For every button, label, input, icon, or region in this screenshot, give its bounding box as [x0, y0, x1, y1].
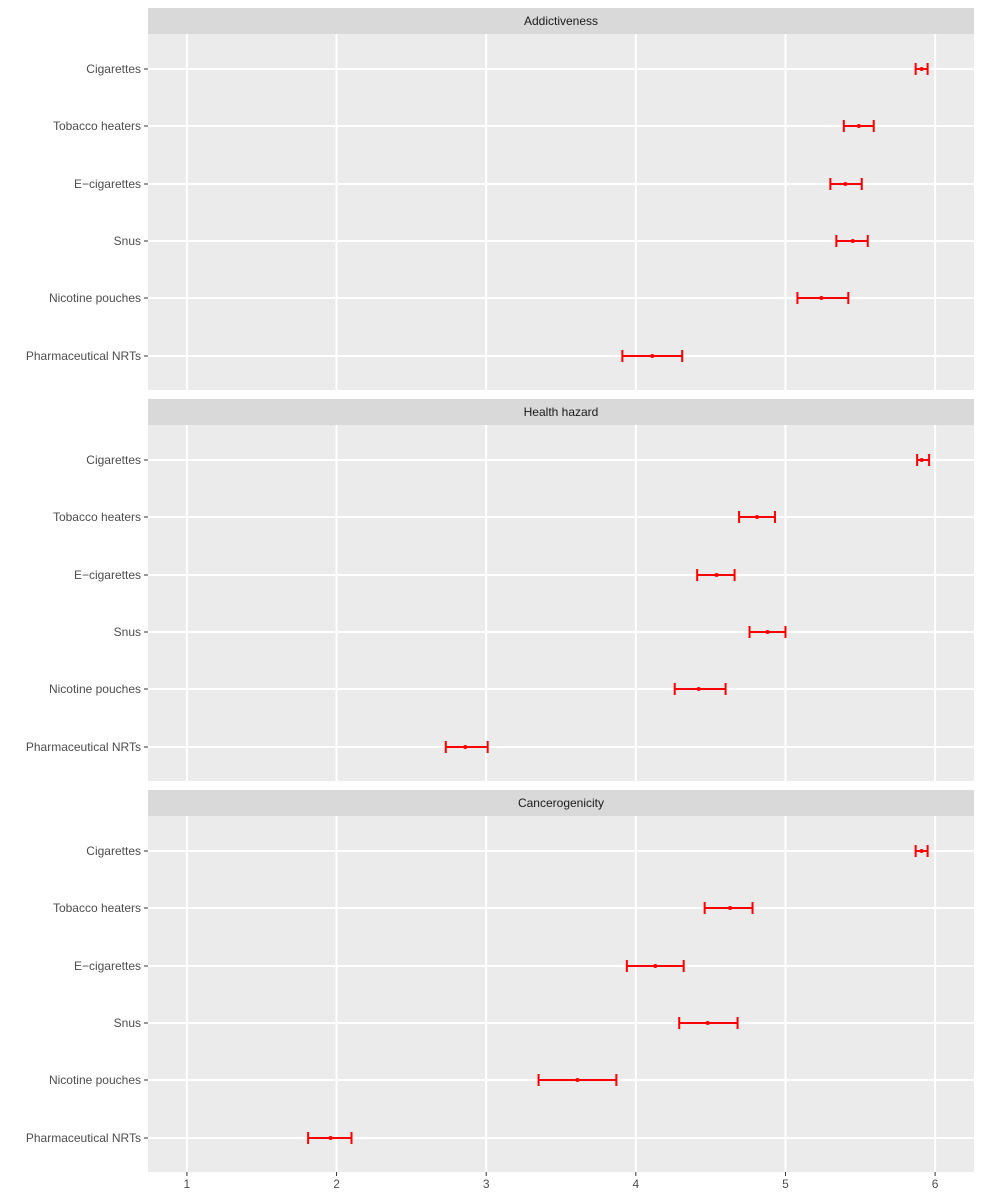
y-tick-label: E−cigarettes	[74, 177, 141, 191]
y-tick-label: Snus	[114, 234, 141, 248]
y-tick-label: Cigarettes	[86, 453, 141, 467]
y-tick-label: Cigarettes	[86, 844, 141, 858]
mean-point	[705, 1021, 710, 1025]
panel-background	[148, 34, 974, 390]
mean-point	[919, 67, 924, 71]
mean-point	[653, 964, 658, 968]
x-tick-label: 5	[782, 1177, 789, 1191]
mean-point	[575, 1078, 580, 1082]
y-tick-label: Cigarettes	[86, 62, 141, 76]
y-tick-label: Pharmaceutical NRTs	[26, 740, 141, 754]
y-tick-label: Nicotine pouches	[49, 682, 141, 696]
y-tick-label: Pharmaceutical NRTs	[26, 349, 141, 363]
y-tick-label: Nicotine pouches	[49, 1073, 141, 1087]
panel-background	[148, 816, 974, 1172]
mean-point	[856, 124, 861, 128]
mean-point	[919, 458, 924, 462]
mean-point	[696, 687, 701, 691]
facet-title: Addictiveness	[524, 14, 598, 28]
y-tick-label: Snus	[114, 625, 141, 639]
mean-point	[650, 354, 655, 358]
y-tick-label: Pharmaceutical NRTs	[26, 1131, 141, 1145]
panel-background	[148, 425, 974, 781]
facet-strip	[148, 8, 974, 34]
x-tick-label: 1	[184, 1177, 191, 1191]
y-tick-label: E−cigarettes	[74, 959, 141, 973]
y-tick-label: Nicotine pouches	[49, 291, 141, 305]
x-tick-label: 4	[632, 1177, 639, 1191]
facet-strip	[148, 790, 974, 816]
facet-title: Cancerogenicity	[518, 796, 604, 810]
x-tick-label: 2	[333, 1177, 340, 1191]
mean-point	[728, 906, 733, 910]
mean-point	[919, 849, 924, 853]
facet-strip	[148, 399, 974, 425]
mean-point	[819, 296, 824, 300]
mean-point	[850, 239, 855, 243]
y-tick-label: Tobacco heaters	[53, 510, 141, 524]
y-tick-label: Tobacco heaters	[53, 119, 141, 133]
mean-point	[714, 573, 719, 577]
mean-point	[765, 630, 770, 634]
mean-point	[463, 745, 468, 749]
y-tick-label: Tobacco heaters	[53, 901, 141, 915]
x-tick-label: 3	[483, 1177, 490, 1191]
x-tick-label: 6	[932, 1177, 939, 1191]
y-tick-label: E−cigarettes	[74, 568, 141, 582]
y-tick-label: Snus	[114, 1016, 141, 1030]
facet-title: Health hazard	[524, 405, 599, 419]
mean-point	[843, 182, 848, 186]
mean-point	[328, 1136, 333, 1140]
mean-point	[755, 515, 760, 519]
